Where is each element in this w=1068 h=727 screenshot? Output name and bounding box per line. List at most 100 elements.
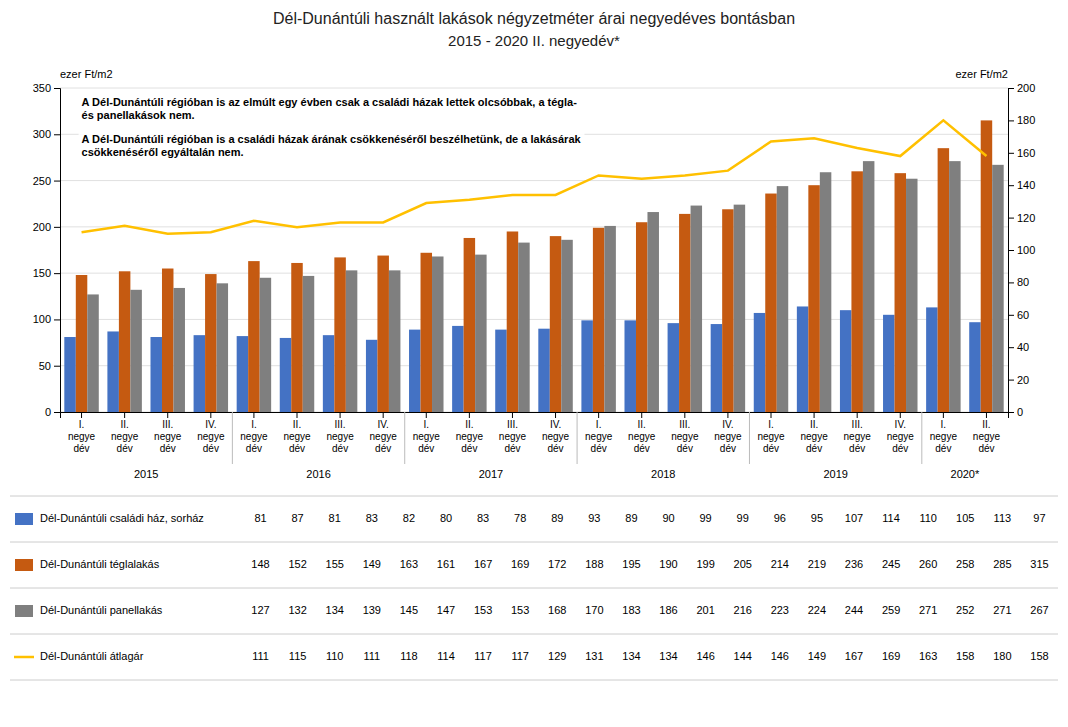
legend-table: Dél-Dunántúli családi ház, sorház8187818… <box>10 496 1058 680</box>
tick: 150 <box>33 267 60 279</box>
tick: III.negyedév <box>326 412 354 454</box>
data-label: 170 <box>585 604 603 616</box>
data-label: 96 <box>774 512 786 524</box>
group-label: 2017 <box>479 468 503 480</box>
data-label: 114 <box>882 512 900 524</box>
tick-mark <box>54 319 60 320</box>
tick: 120 <box>1008 212 1035 224</box>
tick-label: III.negyedév <box>154 419 182 454</box>
data-label: 224 <box>808 604 826 616</box>
data-label: 244 <box>845 604 863 616</box>
data-label: 216 <box>734 604 752 616</box>
legend-item: Dél-Dunántúli családi ház, sorház <box>15 512 204 525</box>
data-label: 258 <box>956 558 974 570</box>
tick-mark <box>426 412 427 418</box>
tick-mark <box>1008 88 1014 89</box>
data-label: 115 <box>289 650 307 662</box>
data-label: 195 <box>622 558 640 570</box>
tick: II.negyedév <box>628 412 656 454</box>
legend-swatch <box>15 513 33 525</box>
data-label: 129 <box>548 650 566 662</box>
tick-mark <box>1008 185 1014 186</box>
data-label: 93 <box>588 512 600 524</box>
group-label: 2019 <box>823 468 847 480</box>
tick-mark <box>512 412 513 418</box>
tick-mark <box>253 412 254 418</box>
data-label: 188 <box>585 558 603 570</box>
data-label: 105 <box>956 512 974 524</box>
tick: I.negyedév <box>757 412 785 454</box>
data-label: 223 <box>771 604 789 616</box>
bar <box>217 283 228 412</box>
tick-label: 80 <box>1017 276 1029 288</box>
bar <box>550 236 561 412</box>
tick-label: III.negyedév <box>671 419 699 454</box>
group-separator <box>749 412 750 464</box>
tick-label: 0 <box>45 406 51 418</box>
tick-label: 60 <box>1017 309 1029 321</box>
tick-mark <box>1008 120 1014 121</box>
annotation-bg <box>79 94 581 123</box>
data-label: 146 <box>696 650 714 662</box>
tick-label: 20 <box>1017 374 1029 386</box>
bar <box>205 274 216 412</box>
data-label: 153 <box>474 604 492 616</box>
tick-label: I.negyedév <box>757 419 785 454</box>
tick-label: 140 <box>1017 179 1035 191</box>
bar <box>76 275 87 412</box>
bar <box>260 278 271 412</box>
data-label: 145 <box>400 604 418 616</box>
table-rule <box>10 542 1058 543</box>
bar <box>668 323 679 412</box>
bar <box>820 172 831 412</box>
tick-label: 100 <box>33 313 51 325</box>
bar <box>518 243 529 412</box>
bar <box>452 326 463 412</box>
data-label: 172 <box>548 558 566 570</box>
tick: 300 <box>33 128 60 140</box>
data-label: 107 <box>845 512 863 524</box>
bar <box>538 329 549 412</box>
bar <box>777 186 788 412</box>
tick-mark <box>167 412 168 418</box>
tick-mark <box>54 88 60 89</box>
tick: II.negyedév <box>973 412 1001 454</box>
bar <box>969 322 980 412</box>
bar <box>389 270 400 412</box>
group-label: 2016 <box>306 468 330 480</box>
tick-label: I.negyedév <box>68 419 96 454</box>
tick-label: 50 <box>39 360 51 372</box>
tick-label: II.negyedév <box>283 419 311 454</box>
axis-line <box>1009 89 1015 413</box>
tick: II.negyedév <box>111 412 139 454</box>
data-label: 252 <box>956 604 974 616</box>
bar <box>691 206 702 412</box>
data-label: 89 <box>625 512 637 524</box>
data-label: 168 <box>548 604 566 616</box>
data-label: 114 <box>437 650 455 662</box>
data-label: 163 <box>400 558 418 570</box>
data-label: 87 <box>292 512 304 524</box>
data-label: 134 <box>622 650 640 662</box>
data-label: 163 <box>919 650 937 662</box>
data-label: 169 <box>511 558 529 570</box>
data-label: 132 <box>288 604 306 616</box>
bar <box>906 179 917 412</box>
bar <box>162 269 173 412</box>
bar <box>64 337 75 412</box>
legend-item: Dél-Dunántúli átlagár <box>14 650 144 662</box>
bar <box>119 271 130 412</box>
bar <box>495 330 506 412</box>
bar <box>303 276 314 412</box>
data-label: 99 <box>737 512 749 524</box>
data-label: 155 <box>326 558 344 570</box>
plot-area: 0501001502002503003500204060801001201401… <box>33 68 1036 480</box>
tick: I.negyedév <box>240 412 268 454</box>
bar <box>992 165 1003 412</box>
data-label: 95 <box>811 512 823 524</box>
tick-mark <box>54 227 60 228</box>
tick-label: 40 <box>1017 341 1029 353</box>
data-label: 259 <box>882 604 900 616</box>
tick: 20 <box>1008 374 1029 386</box>
data-label: 110 <box>919 512 937 524</box>
